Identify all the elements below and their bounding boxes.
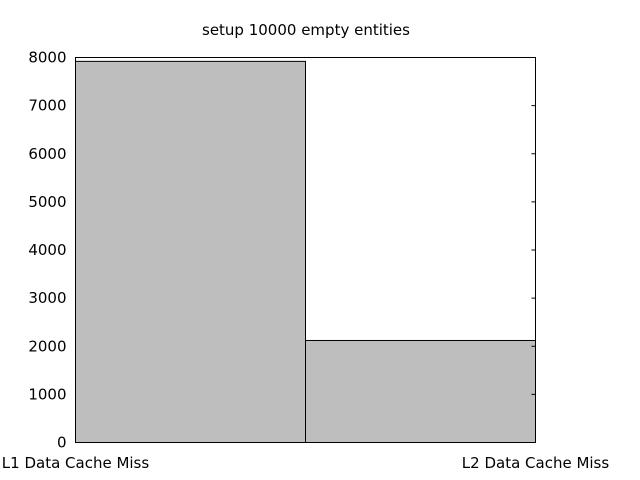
plot-frame xyxy=(75,57,536,443)
bar-0 xyxy=(75,60,306,443)
x-tick-label-0: L1 Data Cache Miss xyxy=(2,454,150,472)
y-tick-label-2: 2000 xyxy=(28,337,66,355)
y-tick-label-8: 8000 xyxy=(28,49,66,67)
y-axis: 0 1000 2000 3000 4000 5000 6000 7000 8000 xyxy=(28,49,536,452)
y-tick-label-0: 0 xyxy=(57,434,67,452)
y-tick-label-5: 5000 xyxy=(28,193,66,211)
chart-title: setup 10000 empty entities xyxy=(202,21,410,39)
bar-1 xyxy=(305,339,536,444)
x-tick-label-1: L2 Data Cache Miss xyxy=(462,454,610,472)
y-tick-label-1: 1000 xyxy=(28,385,66,403)
y-tick-label-7: 7000 xyxy=(28,97,66,115)
y-tick-label-6: 6000 xyxy=(28,145,66,163)
x-axis: L1 Data Cache Miss L2 Data Cache Miss xyxy=(2,454,610,472)
y-tick-label-3: 3000 xyxy=(28,289,66,307)
y-tick-label-4: 4000 xyxy=(28,241,66,259)
bars-layer xyxy=(75,60,536,444)
